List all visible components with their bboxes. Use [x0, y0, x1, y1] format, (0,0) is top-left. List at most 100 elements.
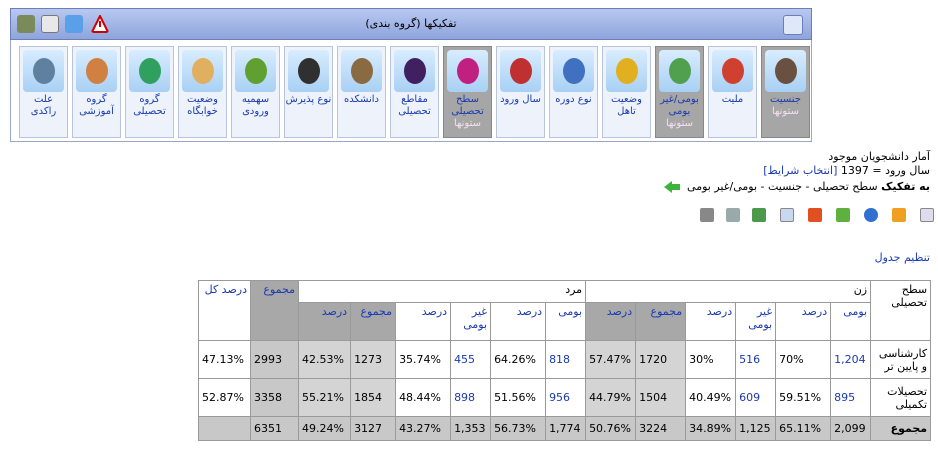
- view-icon[interactable]: [892, 208, 906, 222]
- table-cell: 59.51%: [776, 379, 831, 417]
- icon-shape: [139, 58, 161, 84]
- table-cell: 42.53%: [299, 341, 351, 379]
- view-icon[interactable]: [752, 208, 766, 222]
- breakdown-text: سطح تحصیلی - جنسیت - بومی/غیر بومی: [687, 180, 878, 193]
- column-header: درصد: [299, 303, 351, 341]
- table-cell: 1,353: [451, 417, 491, 441]
- column-header: بومی: [831, 303, 871, 341]
- button-label: سال ورود: [497, 94, 544, 106]
- icon-shape: [722, 58, 744, 84]
- table-cell: 2,099: [831, 417, 871, 441]
- button-icon: [765, 50, 806, 92]
- filter-button[interactable]: مقاطع تحصیلی: [390, 46, 439, 138]
- view-icon[interactable]: [836, 208, 850, 222]
- info-breakdown: به تفکیک سطح تحصیلی - جنسیت - بومی/غیر ب…: [664, 180, 930, 193]
- corner-header: سطح تحصیلی: [871, 281, 931, 341]
- table-cell: 1720: [636, 341, 686, 379]
- button-icon: [23, 50, 64, 92]
- table-cell: 47.13%: [199, 341, 251, 379]
- button-label: وضعیت تاهل: [603, 94, 650, 118]
- table-cell: 956: [546, 379, 586, 417]
- button-icon: [182, 50, 223, 92]
- table-settings-link[interactable]: تنظیم جدول: [875, 251, 930, 264]
- row-label: تحصیلات تکمیلی: [871, 379, 931, 417]
- filter-button[interactable]: ملیت: [708, 46, 757, 138]
- button-label: جنسیت: [762, 94, 809, 106]
- button-label: گروه آموزشی: [73, 94, 120, 118]
- button-label: وضعیت خوابگاه: [179, 94, 226, 118]
- column-header: مجموع: [351, 303, 396, 341]
- button-icon: [235, 50, 276, 92]
- column-header: درصد: [491, 303, 546, 341]
- filter-button[interactable]: گروه آموزشی: [72, 46, 121, 138]
- table-cell: 55.21%: [299, 379, 351, 417]
- print-icon[interactable]: [700, 208, 714, 222]
- filter-button[interactable]: سال ورود: [496, 46, 545, 138]
- table-cell: 34.89%: [686, 417, 736, 441]
- filter-button[interactable]: وضعیت تاهل: [602, 46, 651, 138]
- icon-shape: [404, 58, 426, 84]
- button-label: دانشکده: [338, 94, 385, 106]
- table-cell: 1,204: [831, 341, 871, 379]
- filter-text: سال ورود = 1397: [841, 164, 930, 177]
- table-cell: 895: [831, 379, 871, 417]
- table-cell: 1,125: [736, 417, 776, 441]
- view-icon[interactable]: [864, 208, 878, 222]
- column-header: غیر بومی: [736, 303, 776, 341]
- table-cell: 35.74%: [396, 341, 451, 379]
- toolbar: تفکیکها (گروه بندی): [10, 8, 812, 40]
- column-header: درصد: [686, 303, 736, 341]
- view-icon[interactable]: [920, 208, 934, 222]
- button-icon: [553, 50, 594, 92]
- button-label: ملیت: [709, 94, 756, 106]
- table-cell: 2993: [251, 341, 299, 379]
- column-header: مجموع: [636, 303, 686, 341]
- toolbar-icon[interactable]: [783, 15, 803, 35]
- table-cell: 3127: [351, 417, 396, 441]
- icon-shape: [775, 58, 797, 84]
- filter-button[interactable]: نوع پذیرش: [284, 46, 333, 138]
- icon-shape: [33, 58, 55, 84]
- filter-button[interactable]: دانشکده: [337, 46, 386, 138]
- view-icon[interactable]: [808, 208, 822, 222]
- warning-icon[interactable]: [91, 15, 109, 33]
- arrow-icon: [664, 181, 680, 193]
- table-cell: 43.27%: [396, 417, 451, 441]
- column-header: درصد: [586, 303, 636, 341]
- filter-button[interactable]: سهمیه ورودی: [231, 46, 280, 138]
- filter-button[interactable]: وضعیت خوابگاه: [178, 46, 227, 138]
- toolbar-title: تفکیکها (گروه بندی): [11, 17, 811, 30]
- view-icon[interactable]: [780, 208, 794, 222]
- filter-button[interactable]: نوع دوره: [549, 46, 598, 138]
- table-cell: 3358: [251, 379, 299, 417]
- button-icon: [606, 50, 647, 92]
- filter-button[interactable]: علت راکدی: [19, 46, 68, 138]
- filter-link[interactable]: [انتخاب شرایط]: [763, 164, 837, 177]
- button-sub-label: ستونها: [444, 118, 491, 130]
- button-icon: [447, 50, 488, 92]
- table-cell: 40.49%: [686, 379, 736, 417]
- table-cell: 1,774: [546, 417, 586, 441]
- button-label: علت راکدی: [20, 94, 67, 118]
- button-icon: [500, 50, 541, 92]
- toolbar-icon[interactable]: [17, 15, 35, 33]
- icon-shape: [563, 58, 585, 84]
- group-header: مرد: [299, 281, 586, 303]
- button-label: نوع پذیرش: [285, 94, 332, 106]
- table-cell: 1273: [351, 341, 396, 379]
- toolbar-icon[interactable]: [65, 15, 83, 33]
- toolbar-icon[interactable]: [41, 15, 59, 33]
- filter-button[interactable]: گروه تحصیلی: [125, 46, 174, 138]
- button-label: نوع دوره: [550, 94, 597, 106]
- icon-shape: [510, 58, 532, 84]
- view-icon[interactable]: [726, 208, 740, 222]
- icon-shape: [457, 58, 479, 84]
- table-cell: 57.47%: [586, 341, 636, 379]
